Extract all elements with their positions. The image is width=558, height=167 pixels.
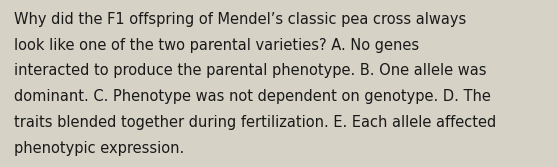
Text: Why did the F1 offspring of Mendel’s classic pea cross always: Why did the F1 offspring of Mendel’s cla… bbox=[14, 12, 466, 27]
Text: look like one of the two parental varieties? A. No genes: look like one of the two parental variet… bbox=[14, 38, 419, 53]
Text: phenotypic expression.: phenotypic expression. bbox=[14, 141, 184, 156]
Text: dominant. C. Phenotype was not dependent on genotype. D. The: dominant. C. Phenotype was not dependent… bbox=[14, 89, 491, 104]
Text: interacted to produce the parental phenotype. B. One allele was: interacted to produce the parental pheno… bbox=[14, 63, 487, 78]
Text: traits blended together during fertilization. E. Each allele affected: traits blended together during fertiliza… bbox=[14, 115, 496, 130]
